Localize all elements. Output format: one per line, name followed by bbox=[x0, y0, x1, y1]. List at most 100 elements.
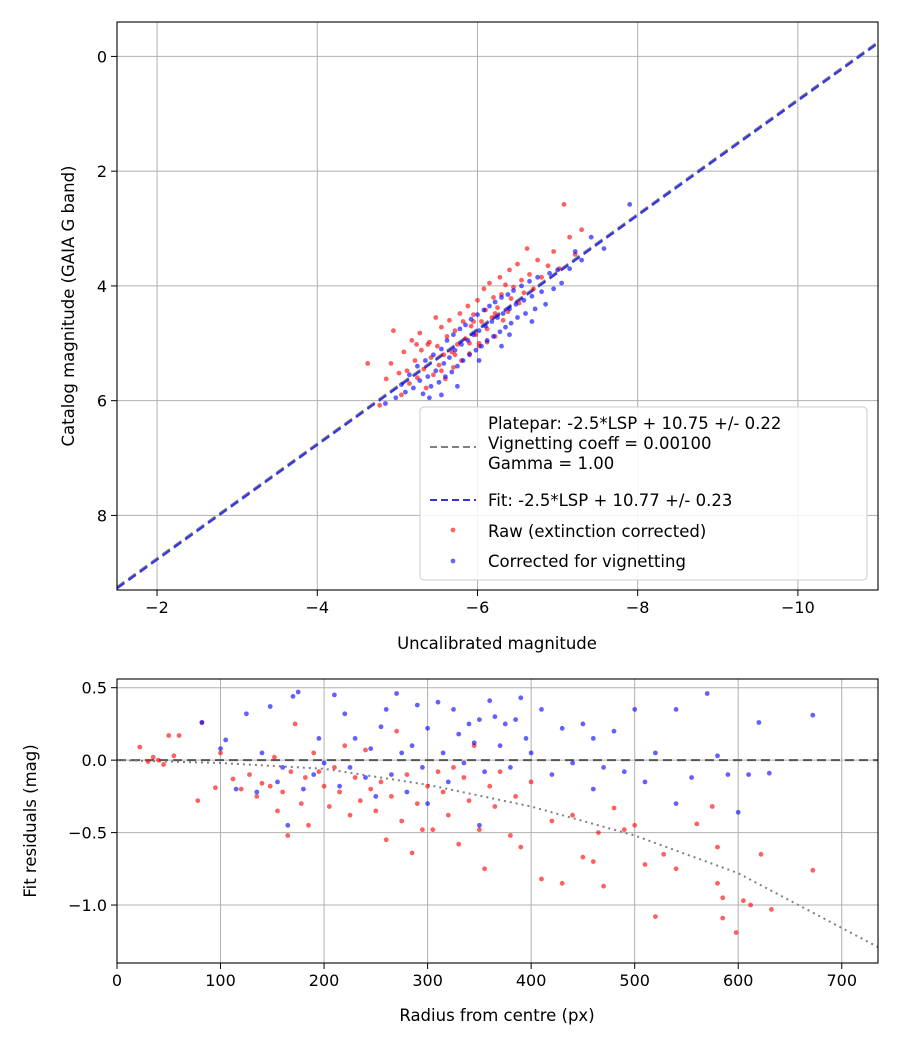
bottom-ytick-label: 0.5 bbox=[82, 679, 107, 698]
bottom-series-2-point bbox=[528, 779, 534, 785]
top-series-3-point bbox=[523, 311, 528, 316]
bottom-series-2-point bbox=[513, 794, 518, 799]
bottom-series-3-point bbox=[389, 772, 394, 777]
top-series-2-point bbox=[481, 286, 487, 292]
bottom-series-3-point bbox=[528, 750, 534, 756]
top-series-2-point bbox=[489, 315, 495, 320]
top-ytick-label: 8 bbox=[97, 506, 107, 525]
bottom-series-2-point bbox=[363, 747, 368, 753]
bottom-series-3-point bbox=[223, 737, 229, 743]
bottom-series-3-point bbox=[352, 736, 358, 741]
bottom-series-3-point bbox=[378, 724, 384, 730]
top-series-3-point bbox=[468, 316, 474, 322]
bottom-series-2-point bbox=[378, 779, 384, 785]
bottom-series-2-point bbox=[288, 769, 294, 775]
bottom-series-2-point bbox=[238, 786, 244, 792]
bottom-series-3-point bbox=[259, 750, 265, 756]
top-series-2-point bbox=[503, 282, 508, 288]
bottom-series-2-point bbox=[342, 743, 348, 749]
top-xtick-label: −8 bbox=[626, 598, 650, 617]
top-series-3-point bbox=[567, 266, 572, 272]
bottom-series-2-point bbox=[230, 776, 236, 782]
bottom-series-3-point bbox=[414, 702, 420, 708]
top-series-3-point bbox=[457, 326, 463, 332]
top-series-2-point bbox=[399, 392, 404, 398]
bottom-series-3-point bbox=[642, 779, 648, 785]
top-series-2-point bbox=[439, 368, 444, 374]
top-series-3-point bbox=[627, 202, 633, 207]
bottom-series-2-point bbox=[445, 812, 451, 818]
bottom-series-3-point bbox=[368, 746, 374, 751]
top-series-3-point bbox=[491, 334, 496, 339]
top-series-3-point bbox=[483, 323, 488, 329]
top-series-2-point bbox=[567, 234, 572, 240]
bottom-series-2-point bbox=[601, 883, 606, 889]
bottom-series-2-point bbox=[661, 851, 667, 857]
top-ytick-label: 4 bbox=[97, 277, 107, 296]
top-series-2-point bbox=[500, 317, 506, 323]
top-ytick-label: 0 bbox=[97, 47, 107, 66]
top-ytick-label: 2 bbox=[97, 162, 107, 181]
top-series-2-point bbox=[492, 311, 498, 316]
top-series-2-point bbox=[487, 280, 492, 286]
bottom-xtick-label: 700 bbox=[826, 971, 857, 990]
top-series-2-point bbox=[495, 305, 500, 311]
bottom-series-3-point bbox=[492, 714, 498, 720]
bottom-series-3-point bbox=[244, 711, 249, 717]
top-series-3-point bbox=[476, 328, 482, 334]
bottom-series-2-point bbox=[292, 721, 298, 727]
bottom-series-2-point bbox=[321, 783, 327, 789]
bottom-series-3-point bbox=[570, 760, 575, 766]
top-series-2-point bbox=[414, 342, 419, 347]
bottom-series-2-point bbox=[316, 769, 322, 775]
bottom-series-2-point bbox=[137, 744, 143, 750]
bottom-series-2-point bbox=[632, 822, 638, 828]
top-series-3-point bbox=[588, 234, 594, 240]
bottom-series-3-point bbox=[513, 717, 518, 722]
top-series-2-point bbox=[551, 249, 556, 254]
top-ticks: −2 −4 −6 −8 −10 0 2 4 6 8 bbox=[97, 47, 815, 617]
bottom-series-3-point bbox=[482, 769, 487, 775]
top-series-2-point bbox=[524, 246, 530, 252]
bottom-series-2-point bbox=[559, 880, 565, 886]
top-ytick-label: 6 bbox=[97, 392, 107, 411]
top-series-2-point bbox=[421, 366, 427, 372]
bottom-series-2-point bbox=[492, 804, 498, 809]
top-series-3-point bbox=[473, 347, 479, 353]
top-series-3-point bbox=[507, 332, 512, 338]
top-plot-frame bbox=[116, 21, 879, 591]
top-series-3-point bbox=[441, 361, 447, 366]
top-series-3-point bbox=[527, 278, 532, 284]
top-series-3-point bbox=[495, 315, 500, 320]
top-points bbox=[365, 202, 633, 408]
top-series-2-point bbox=[531, 286, 536, 292]
legend-platepar-text: Platepar: -2.5*LSP + 10.75 +/- 0.22 Vigne… bbox=[488, 414, 781, 473]
bottom-series-2-point bbox=[337, 789, 342, 795]
top-series-3-point bbox=[407, 372, 412, 378]
bottom-series-3-point bbox=[332, 692, 337, 698]
top-series-2-point bbox=[365, 361, 371, 366]
bottom-series-2-point bbox=[539, 876, 544, 882]
bottom-series-3-point bbox=[518, 695, 524, 701]
bottom-series-2-point bbox=[195, 798, 201, 804]
bottom-series-3-point bbox=[632, 707, 638, 712]
top-series-2-point bbox=[465, 303, 471, 309]
top-series-3-point bbox=[475, 312, 480, 317]
top-series-3-point bbox=[447, 355, 452, 360]
bottom-series-2-point bbox=[420, 827, 425, 833]
bottom-xtick-label: 400 bbox=[516, 971, 547, 990]
top-series-3-point bbox=[601, 246, 607, 252]
bottom-xtick-label: 100 bbox=[205, 971, 236, 990]
top-series-2-point bbox=[404, 368, 410, 374]
legend-box bbox=[419, 406, 868, 581]
bottom-series-2-point bbox=[430, 827, 436, 833]
bottom-series-3-point bbox=[445, 779, 451, 785]
bottom-series-2-point bbox=[720, 915, 726, 921]
top-series-3-point bbox=[555, 267, 560, 273]
bottom-series-3-point bbox=[409, 743, 415, 749]
bottom-series-2-point bbox=[456, 841, 462, 847]
top-series-2-point bbox=[539, 274, 544, 280]
bottom-series-2-point bbox=[176, 733, 182, 738]
bottom-xlabel: Radius from centre (px) bbox=[399, 1006, 594, 1025]
top-series-3-point bbox=[572, 249, 578, 254]
